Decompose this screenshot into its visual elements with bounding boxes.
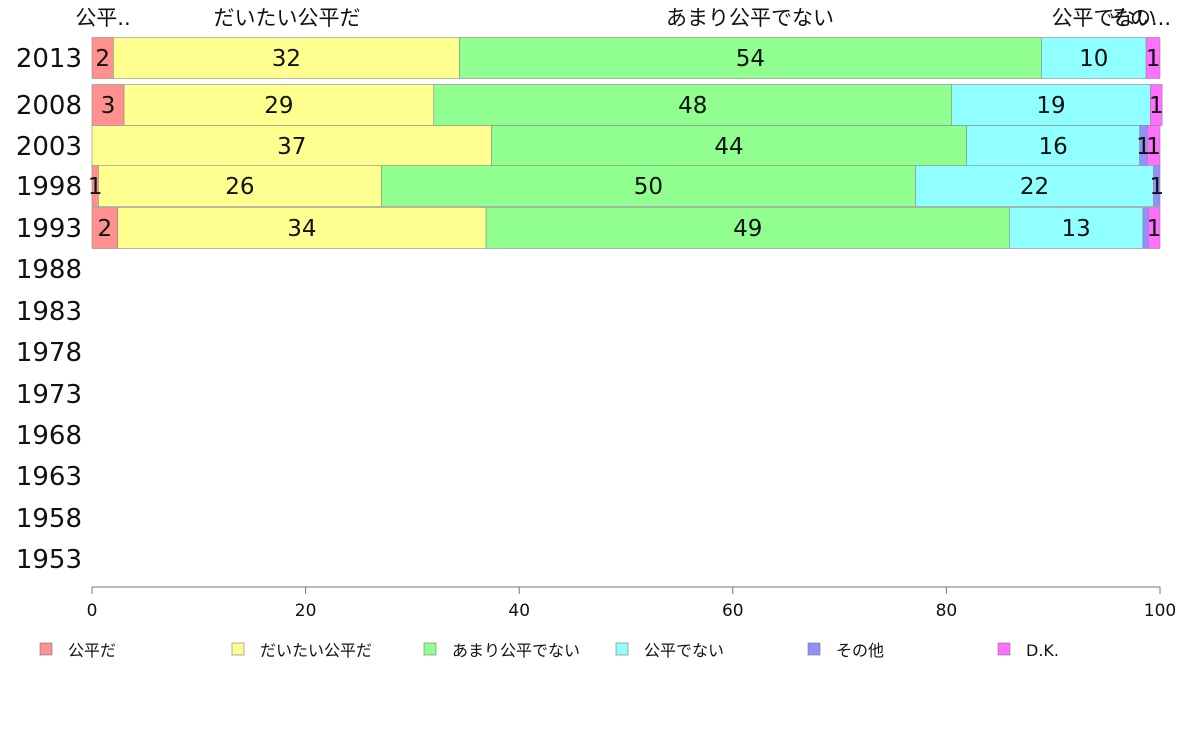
year-label-1958: 1958 <box>16 504 82 534</box>
bar-segment-2013-1 <box>113 37 460 79</box>
data-label-2013-1: 32 <box>272 46 301 72</box>
top-label-4: その... <box>1109 6 1171 30</box>
bar-segment-2013-5 <box>1145 37 1161 79</box>
bar-segment-2008-0 <box>91 84 125 126</box>
data-label-1993-5: 1 <box>1147 216 1162 242</box>
year-label-1993: 1993 <box>16 214 82 244</box>
bar-segment-2003-1 <box>91 125 492 167</box>
bar-segment-1993-2 <box>485 207 1010 249</box>
legend-label-1: だいたい公平だ <box>260 641 372 660</box>
data-label-2013-0: 2 <box>95 46 110 72</box>
x-tick-label-20: 20 <box>295 601 317 621</box>
year-label-1978: 1978 <box>16 338 82 368</box>
x-tick-label-80: 80 <box>936 601 958 621</box>
data-label-2008-1: 29 <box>264 93 293 119</box>
year-label-2003: 2003 <box>16 132 82 162</box>
bar-segment-2003-3 <box>966 125 1141 167</box>
data-label-1998-3: 22 <box>1020 174 1049 200</box>
data-label-2008-0: 3 <box>101 93 116 119</box>
bar-segment-1998-4 <box>1153 165 1161 207</box>
data-label-1998-2: 50 <box>634 174 663 200</box>
legend-label-5: D.K. <box>1026 641 1059 660</box>
bar-segment-1993-3 <box>1009 207 1144 249</box>
data-label-2003-5: 1 <box>1146 134 1161 160</box>
bar-segment-1998-3 <box>915 165 1154 207</box>
legend-label-4: その他 <box>836 641 884 660</box>
legend-swatch-2 <box>423 642 437 656</box>
legend-swatch-0 <box>39 642 53 656</box>
top-label-3: 公平でない <box>1052 6 1157 30</box>
bar-segment-1993-1 <box>117 207 487 249</box>
data-label-2008-2: 48 <box>678 93 707 119</box>
data-label-2003-4: 1 <box>1136 134 1151 160</box>
bar-segment-1998-2 <box>381 165 916 207</box>
data-label-1993-1: 34 <box>287 216 316 242</box>
bar-segment-1993-0 <box>91 207 118 249</box>
data-label-1993-0: 2 <box>97 216 112 242</box>
bar-segment-1993-5 <box>1147 207 1161 249</box>
x-tick-label-60: 60 <box>722 601 744 621</box>
data-label-2013-3: 10 <box>1079 46 1108 72</box>
data-label-2003-2: 44 <box>714 134 743 160</box>
legend-swatch-4 <box>807 642 821 656</box>
bar-segment-2008-1 <box>123 84 435 126</box>
data-label-2008-3: 19 <box>1036 93 1065 119</box>
data-label-1993-2: 49 <box>733 216 762 242</box>
data-label-2013-5: 1 <box>1146 46 1161 72</box>
bar-segment-2013-3 <box>1041 37 1147 79</box>
year-label-1968: 1968 <box>16 421 82 451</box>
top-label-1: だいたい公平だ <box>214 6 361 30</box>
data-label-2013-2: 54 <box>736 46 765 72</box>
legend-label-3: 公平でない <box>644 641 724 660</box>
year-label-1953: 1953 <box>16 545 82 575</box>
year-label-1983: 1983 <box>16 297 82 327</box>
year-label-2008: 2008 <box>16 91 82 121</box>
top-label-0: 公平.. <box>75 6 130 30</box>
data-label-2008-5: 1 <box>1149 93 1164 119</box>
legend-label-2: あまり公平でない <box>452 641 580 660</box>
x-tick-label-100: 100 <box>1144 601 1176 621</box>
year-label-2013: 2013 <box>16 44 82 74</box>
bar-segment-2013-2 <box>459 37 1042 79</box>
bar-segment-2008-2 <box>433 84 953 126</box>
legend-swatch-5 <box>997 642 1011 656</box>
legend-label-0: 公平だ <box>68 641 116 660</box>
bar-segment-2003-2 <box>491 125 967 167</box>
data-label-1998-4: 1 <box>1149 174 1164 200</box>
bar-segment-2008-3 <box>951 84 1151 126</box>
year-label-1988: 1988 <box>16 255 82 285</box>
data-label-1998-1: 26 <box>225 174 254 200</box>
year-label-1963: 1963 <box>16 462 82 492</box>
data-label-1993-3: 13 <box>1062 216 1091 242</box>
data-label-2003-1: 37 <box>277 134 306 160</box>
data-label-2003-3: 16 <box>1039 134 1068 160</box>
year-label-1998: 1998 <box>16 172 82 202</box>
legend-swatch-3 <box>615 642 629 656</box>
legend-swatch-1 <box>231 642 245 656</box>
x-tick-label-0: 0 <box>87 601 98 621</box>
data-label-1998-0: 1 <box>88 174 103 200</box>
top-label-2: あまり公平でない <box>666 6 834 30</box>
year-label-1973: 1973 <box>16 380 82 410</box>
bar-segment-1998-1 <box>98 165 382 207</box>
x-tick-label-40: 40 <box>508 601 530 621</box>
